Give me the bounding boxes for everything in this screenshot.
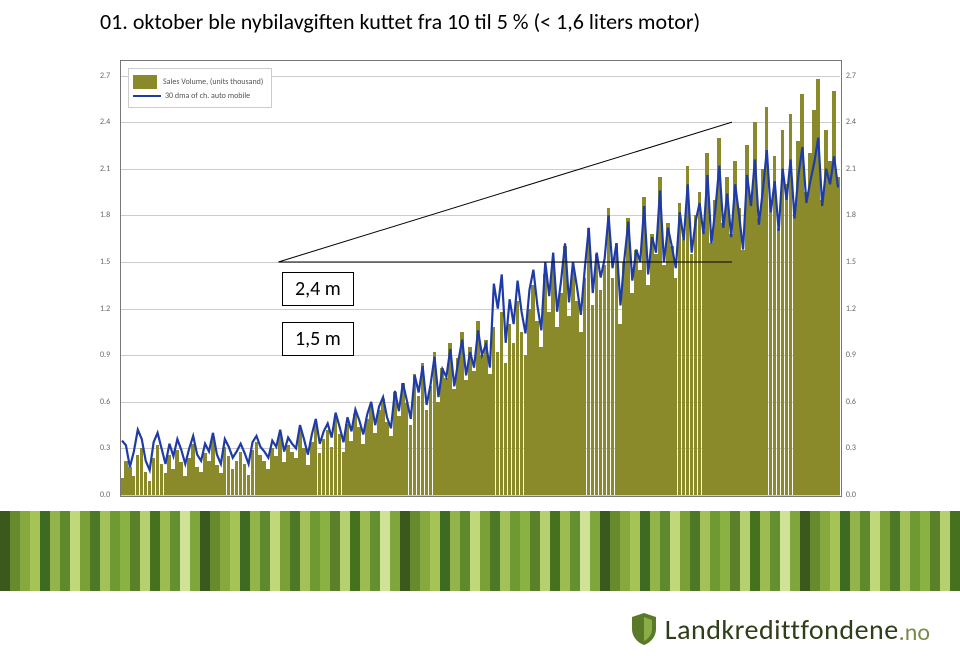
legend-item-line: 30 dma of ch. auto mobile	[133, 91, 263, 101]
chart-border	[120, 60, 842, 497]
shield-icon	[629, 611, 659, 647]
legend-item-bars: Sales Volume, (units thousand)	[133, 75, 263, 89]
marker-15m: 1,5 m	[282, 322, 354, 356]
page-title: 01. oktober ble nybilavgiften kuttet fra…	[100, 8, 700, 35]
marker-24m: 2,4 m	[282, 272, 354, 306]
brand-ext: .no	[899, 618, 930, 647]
legend-swatch-bars	[133, 75, 157, 89]
legend-label-line: 30 dma of ch. auto mobile	[165, 91, 250, 101]
footer-bar: Landkredittfondene.no	[0, 591, 960, 669]
footer-stripes	[0, 511, 960, 591]
legend-label-bars: Sales Volume, (units thousand)	[163, 77, 263, 87]
brand-logo: Landkredittfondene.no	[629, 611, 930, 647]
brand-name: Landkredittfondene	[665, 612, 899, 647]
chart-legend: Sales Volume, (units thousand) 30 dma of…	[128, 68, 272, 108]
legend-swatch-line	[133, 95, 161, 97]
chart-container: 0.00.00.30.30.60.60.90.91.21.21.51.51.81…	[120, 60, 840, 495]
